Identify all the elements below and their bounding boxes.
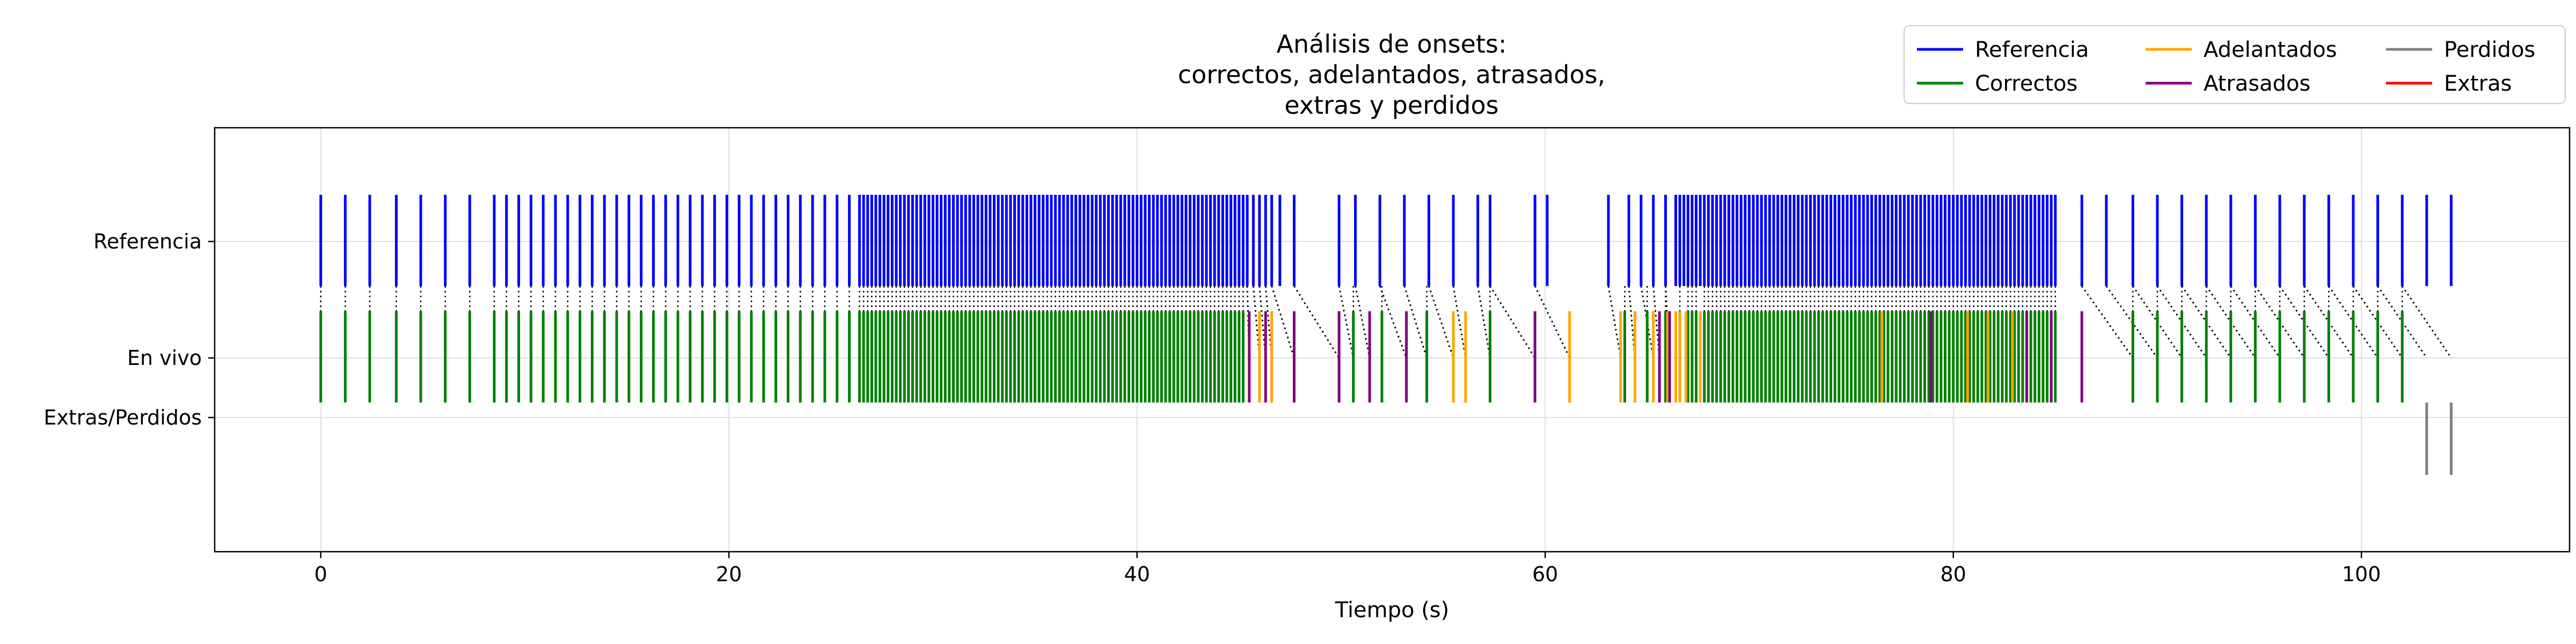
legend-label: Perdidos <box>2444 38 2535 62</box>
match-line <box>1379 286 1408 358</box>
x-tick-label: 0 <box>314 562 327 586</box>
atrasados-series <box>1248 311 2083 402</box>
adelantados-series <box>1258 311 2014 402</box>
plot-area <box>214 127 2571 553</box>
perdidos-series <box>2425 402 2453 475</box>
match-line <box>2081 286 2134 358</box>
x-tick-label: 20 <box>716 562 742 586</box>
match-line <box>2401 286 2452 358</box>
x-axis: 0 20 40 60 80 100 <box>314 552 2381 586</box>
x-tick-label: 40 <box>1124 562 1150 586</box>
correctos-series <box>319 311 2404 402</box>
chart-title-line-3: extras y perdidos <box>1284 91 1498 120</box>
x-tick-label: 80 <box>1940 562 1966 586</box>
y-tick-label: Referencia <box>93 230 202 253</box>
chart-title-line-1: Análisis de onsets: <box>1277 30 1507 58</box>
x-axis-label: Tiempo (s) <box>1335 598 1450 623</box>
x-tick-label: 100 <box>2342 562 2381 586</box>
legend-label: Correctos <box>1975 71 2077 96</box>
y-tick-label: En vivo <box>127 346 202 370</box>
x-tick-label: 60 <box>1532 562 1558 586</box>
legend: Referencia Correctos Adelantados Atrasados P… <box>1904 25 2566 104</box>
y-axis: Referencia En vivo Extras/Perdidos <box>43 230 215 429</box>
y-tick-label: Extras/Perdidos <box>43 406 202 429</box>
chart-title-line-2: correctos, adelantados, atrasados, <box>1178 60 1605 89</box>
legend-label: Extras <box>2444 71 2512 96</box>
referencia-series <box>319 195 2453 286</box>
plot-frame <box>214 127 2571 553</box>
legend-label: Referencia <box>1975 38 2089 62</box>
legend-label: Atrasados <box>2204 71 2310 96</box>
match-line <box>1534 286 1571 358</box>
legend-label: Adelantados <box>2204 38 2337 62</box>
match-line <box>1428 286 1454 358</box>
